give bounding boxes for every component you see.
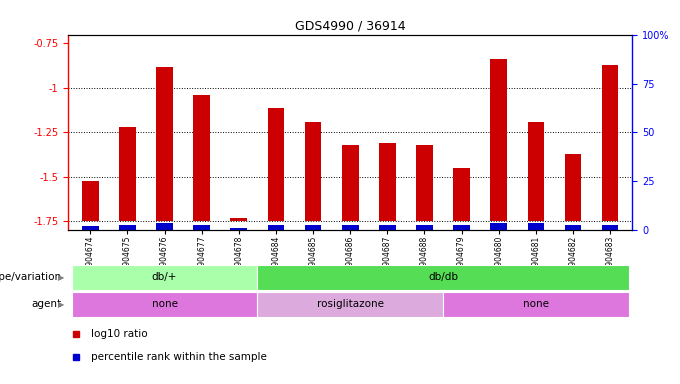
Text: db/db: db/db xyxy=(428,272,458,283)
Text: genotype/variation: genotype/variation xyxy=(0,272,61,283)
Text: ▶: ▶ xyxy=(58,273,65,282)
Bar xyxy=(528,122,544,222)
Bar xyxy=(119,127,136,222)
Bar xyxy=(379,143,396,222)
Bar xyxy=(490,60,507,222)
Bar xyxy=(379,225,396,230)
Bar xyxy=(443,292,629,317)
Bar xyxy=(602,225,619,230)
Bar xyxy=(416,225,432,230)
Bar xyxy=(490,223,507,230)
Bar xyxy=(564,225,581,230)
Bar xyxy=(416,145,432,222)
Bar xyxy=(454,225,470,230)
Bar xyxy=(257,265,629,290)
Bar xyxy=(71,265,257,290)
Bar xyxy=(193,225,210,230)
Bar xyxy=(305,122,322,222)
Text: log10 ratio: log10 ratio xyxy=(90,329,147,339)
Bar xyxy=(528,223,544,230)
Title: GDS4990 / 36914: GDS4990 / 36914 xyxy=(295,19,405,32)
Text: none: none xyxy=(152,299,177,310)
Bar xyxy=(119,225,136,230)
Bar xyxy=(257,292,443,317)
Bar xyxy=(231,228,247,230)
Text: rosiglitazone: rosiglitazone xyxy=(317,299,384,310)
Text: ▶: ▶ xyxy=(58,300,65,309)
Bar xyxy=(231,218,247,222)
Text: none: none xyxy=(523,299,549,310)
Text: agent: agent xyxy=(31,299,61,310)
Bar xyxy=(602,65,619,222)
Text: db/+: db/+ xyxy=(152,272,177,283)
Bar xyxy=(82,180,99,222)
Bar xyxy=(156,66,173,222)
Bar xyxy=(342,225,358,230)
Bar xyxy=(268,225,284,230)
Bar xyxy=(268,108,284,222)
Bar xyxy=(156,223,173,230)
Bar xyxy=(342,145,358,222)
Bar xyxy=(564,154,581,222)
Bar xyxy=(82,227,99,230)
Text: percentile rank within the sample: percentile rank within the sample xyxy=(90,352,267,362)
Bar xyxy=(71,292,257,317)
Bar xyxy=(454,168,470,222)
Bar xyxy=(305,225,322,230)
Bar xyxy=(193,95,210,222)
